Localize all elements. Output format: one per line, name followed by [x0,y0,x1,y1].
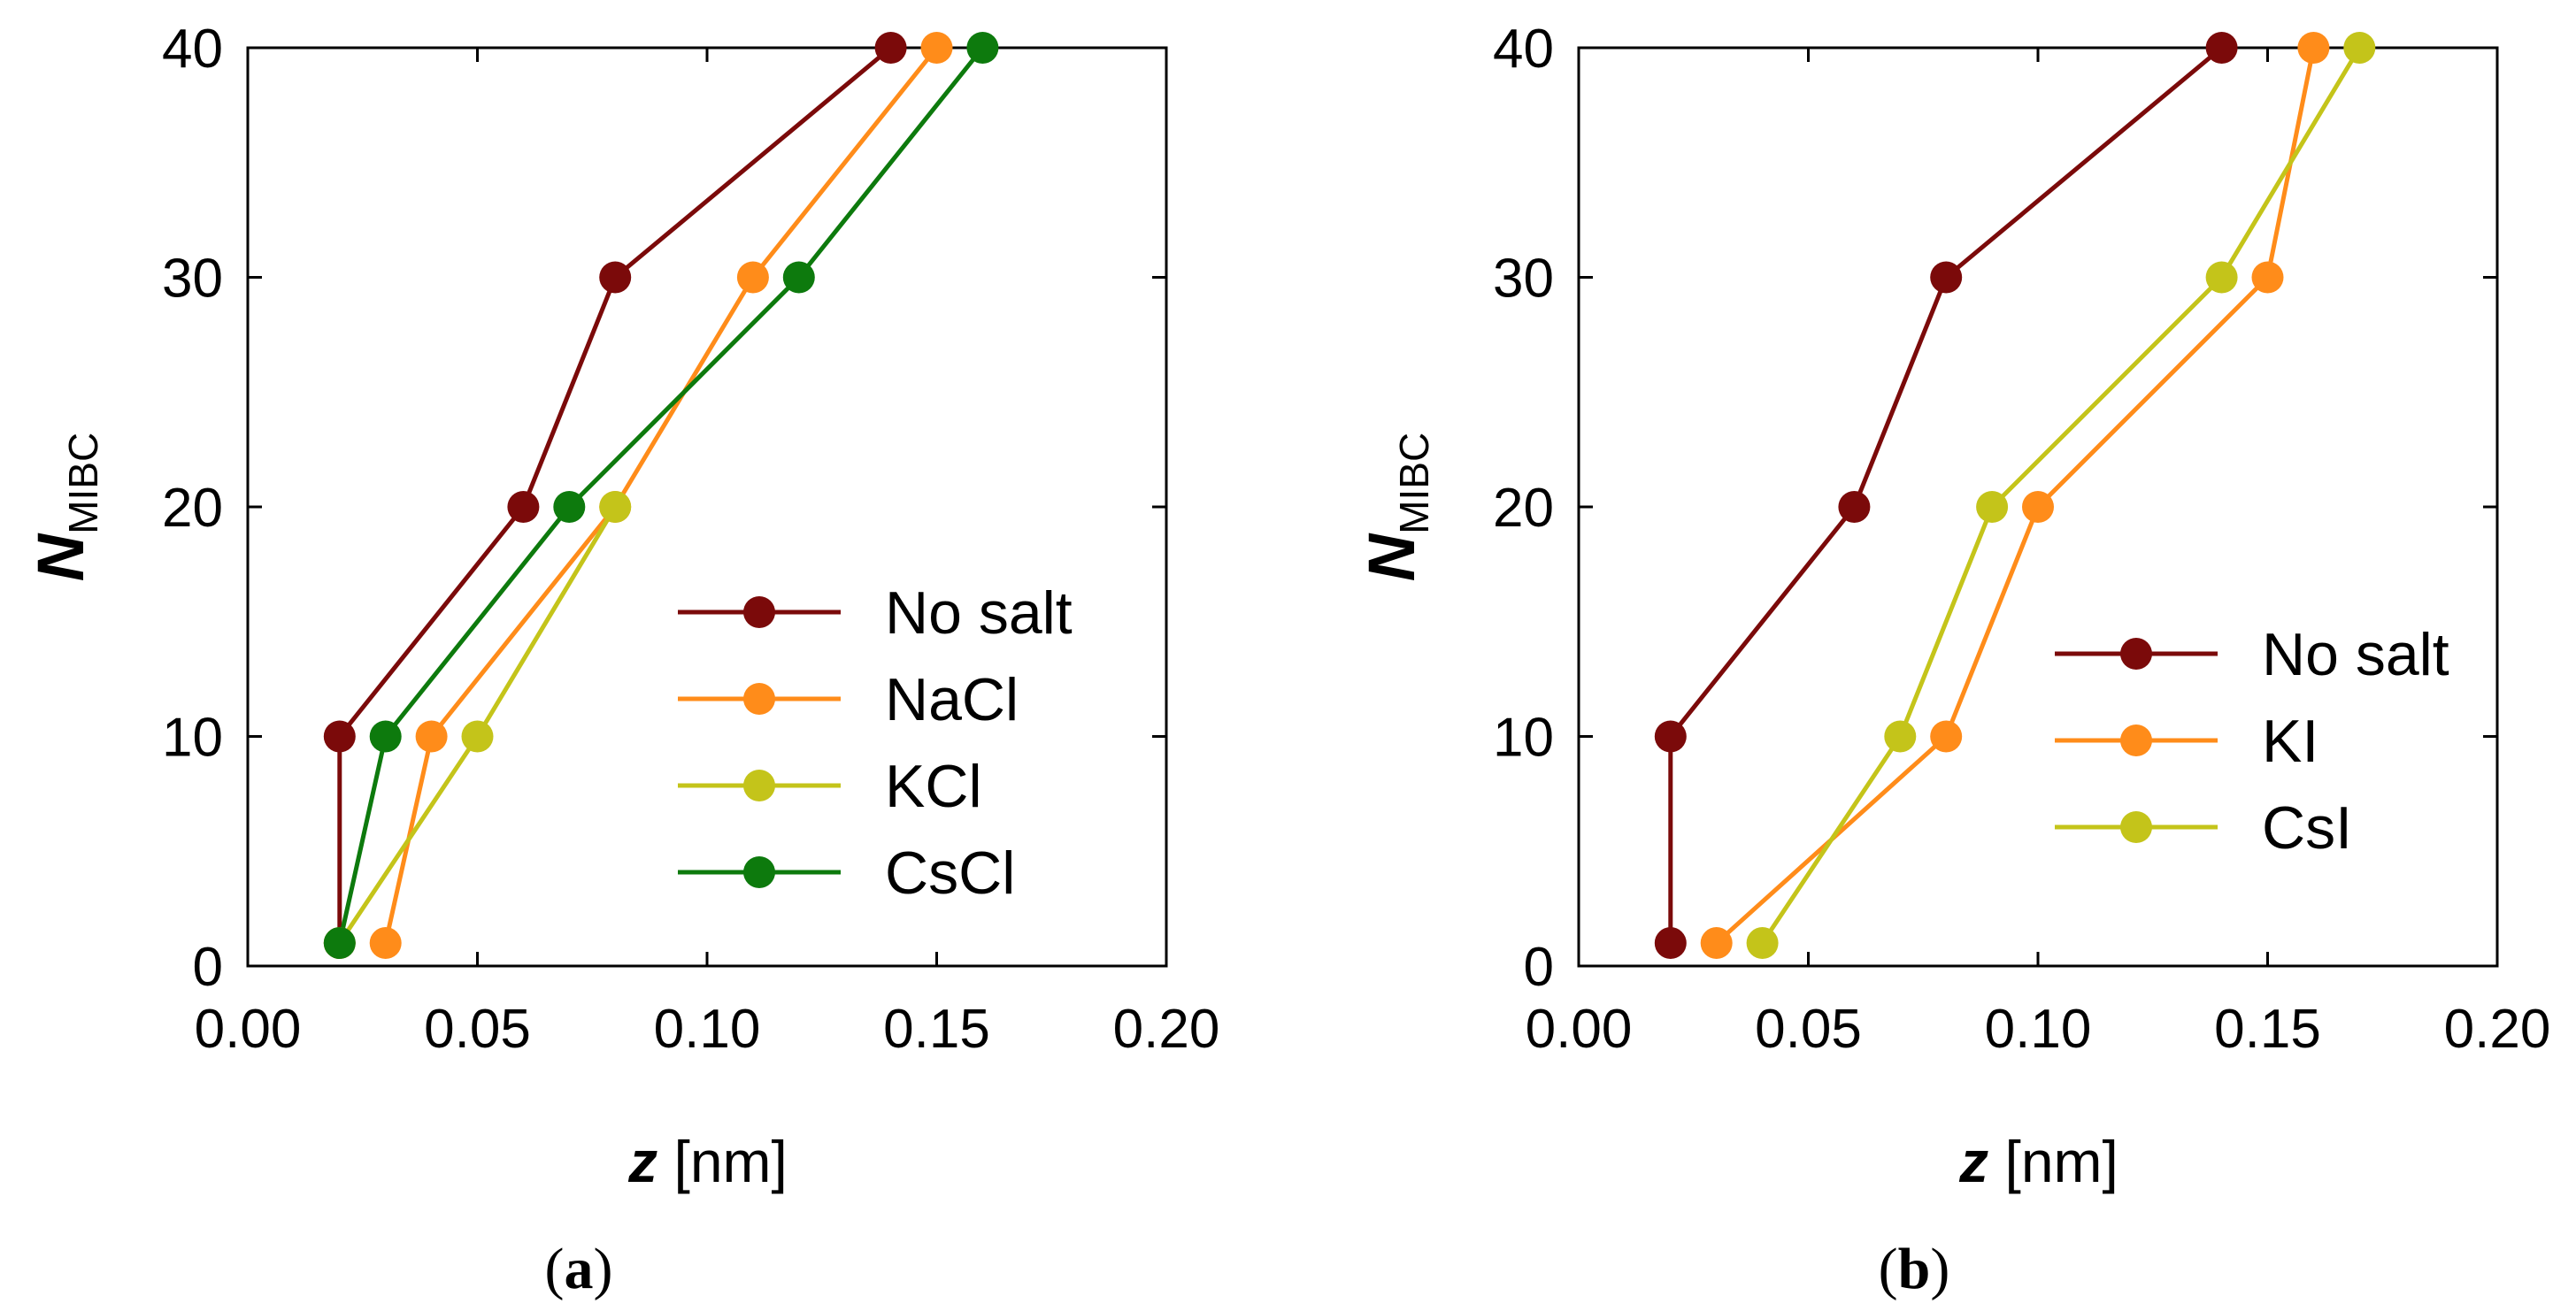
panel-a-x-tick-label: 0.15 [883,999,990,1060]
panel-b-label-letter: b [1898,1237,1931,1301]
panel-b-label-open: ( [1879,1237,1898,1301]
panel-b-y-tick-label: 30 [1493,249,1554,310]
panel-a-plot-frame [246,46,1168,968]
panel-a-label: (a) [545,1237,613,1301]
panel-a-series-nacl-point [415,720,448,753]
panel-a-series-nacl-point [736,261,769,294]
panel-b-series-no-salt-point [1654,927,1687,960]
panel-a-series-no-salt-point [599,261,632,294]
panel-b-legend-csi-marker [2120,811,2152,843]
panel-b-series-no-salt-point [1838,491,1871,523]
panel-a-label-open: ( [545,1237,565,1301]
panel-a-legend-kcl-marker [743,770,775,801]
panel-a-legend-cscl-marker [743,856,775,888]
panel-b-series-ki-point [2022,491,2054,523]
panel-b-series-csi-point [2343,32,2376,64]
panel-a-x-axis-title: z [nm] [627,1129,788,1194]
panel-a-series-cscl-point [966,32,999,64]
panel-a-series-cscl-point [369,720,402,753]
panel-a-series-nacl-point [920,32,953,64]
panel-b-x-tick-label: 0.20 [2444,999,2551,1060]
panel-a-y-tick-label: 20 [162,478,223,539]
panel-b-legend: No salt KI CsI [2055,621,2449,862]
panel-b-x-tick-label: 0.10 [1985,999,2092,1060]
panel-b-y-axis-title: NMIBC [1355,433,1437,581]
panel-b-series-csi-point [2205,261,2238,294]
panel-a-y-axis-sub: MIBC [60,433,106,534]
panel-a-legend-nacl-label: NaCl [885,666,1019,733]
panel-b-y-tick-label: 20 [1493,478,1554,539]
panel-b-series-no-salt-point [1930,261,1963,294]
panel-b-x-tick-label: 0.05 [1755,999,1862,1060]
panel-b-series-no-salt-point [2205,32,2238,64]
panel-a-x-tick-label: 0.10 [654,999,761,1060]
panel-b-series-ki-point [2251,261,2284,294]
panel-b-legend-ki-marker [2120,724,2152,756]
panel-b-legend-no-salt-label: No salt [2262,621,2449,688]
panel-b-series-csi-point [1884,720,1917,753]
panel-b-series-ki-point [1700,927,1733,960]
panel-a-y-tick-label: 0 [193,937,223,998]
panel-a-series-cscl-point [553,491,586,523]
panel-b-y-axis-var: N [1355,533,1428,581]
panel-a-legend-nacl-marker [743,683,775,715]
panel-b-x-tick-label: 0.00 [1526,999,1633,1060]
panel-a-series-no-salt-point [874,32,907,64]
panel-a-y-tick-label: 30 [162,249,223,310]
panel-a-series-cscl-point [782,261,815,294]
panel-a-legend-cscl-label: CsCl [885,840,1015,907]
panel-a-series-kcl-point [461,720,494,753]
panel-a-x-axis-unit: [nm] [657,1129,788,1194]
panel-a-series-cscl-point [323,927,356,960]
panel-b-x-axis-var: z [1958,1129,1988,1194]
panel-b-label: (b) [1879,1237,1950,1301]
panel-b-series-ki-line [1715,47,2316,945]
panel-a-x-axis-var: z [627,1129,657,1194]
panel-b-legend-ki-label: KI [2262,708,2318,775]
panel-b-legend-csi-label: CsI [2262,794,2352,862]
panel-a-y-tick-label: 10 [162,708,223,769]
panel-b-group: 0.00 0.05 0.10 0.15 0.20 0 10 20 30 40 z [nm] NMIBC… [1355,19,2550,1301]
panel-b-y-tick-label: 40 [1493,19,1554,80]
panel-a-series-nacl-line [383,46,939,944]
panel-a-series-no-salt-point [507,491,540,523]
panel-b-series-no-salt-point [1654,720,1687,753]
panel-b-series-csi-point [1746,927,1779,960]
panel-a-legend-kcl-label: KCl [885,753,982,820]
panel-a-label-letter: a [565,1237,594,1301]
panel-b-x-axis-title: z [nm] [1958,1129,2118,1194]
panel-a-x-tick-label: 0.05 [424,999,531,1060]
panel-a-series-kcl-point [599,491,632,523]
panel-a-y-axis-var: N [24,533,97,581]
panel-b-x-axis-unit: [nm] [1988,1129,2118,1194]
panel-a-legend: No salt NaCl KCl CsCl [678,579,1073,907]
panel-a-y-tick-label: 40 [162,19,223,80]
panel-b-series-ki-point [2297,32,2330,64]
panel-b-y-tick-label: 10 [1493,708,1554,769]
panel-b-series-csi-point [1976,491,2009,523]
panel-b-legend-no-salt-marker [2120,638,2152,670]
panel-a-x-tick-label: 0.20 [1113,999,1220,1060]
panel-b-x-tick-label: 0.15 [2214,999,2321,1060]
panel-a-label-close: ) [594,1237,613,1301]
panel-a-legend-no-salt-label: No salt [885,579,1073,647]
panel-a-series-nacl-point [369,927,402,960]
panel-a-group: 0.00 0.05 0.10 0.15 0.20 0 10 20 30 40 z [nm] NMIBC… [24,19,1219,1301]
panel-a-legend-no-salt-marker [743,596,775,628]
panel-a-x-tick-label: 0.00 [195,999,302,1060]
panel-a-y-axis-title: NMIBC [24,433,106,581]
panel-b-series-no-salt-line [1668,46,2224,944]
panel-b-y-axis-sub: MIBC [1391,433,1437,534]
panel-b-label-close: ) [1930,1237,1949,1301]
panel-b-y-tick-label: 0 [1524,937,1554,998]
panel-b-series-ki-point [1930,720,1963,753]
panel-a-series-no-salt-point [323,720,356,753]
